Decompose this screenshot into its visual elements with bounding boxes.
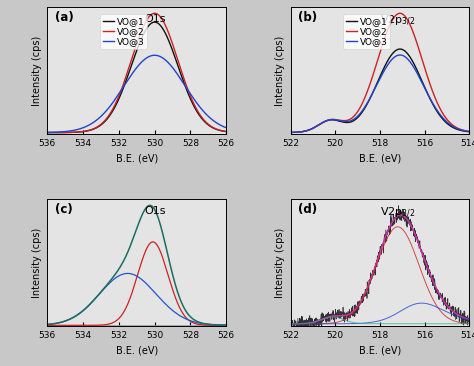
VO@3 <box>466 129 472 134</box>
Text: (c): (c) <box>55 203 73 216</box>
VO@2 <box>119 86 125 90</box>
Text: (a): (a) <box>55 11 73 24</box>
VO@1 <box>466 130 472 134</box>
X-axis label: B.E. (eV): B.E. (eV) <box>359 153 401 163</box>
VO@2 <box>115 97 120 102</box>
Y-axis label: Intensity (cps): Intensity (cps) <box>32 36 42 106</box>
VO@1 <box>88 128 93 132</box>
X-axis label: B.E. (eV): B.E. (eV) <box>116 345 158 355</box>
VO@2 <box>152 11 157 15</box>
X-axis label: B.E. (eV): B.E. (eV) <box>116 153 158 163</box>
Y-axis label: Intensity (cps): Intensity (cps) <box>32 227 42 298</box>
VO@1 <box>288 130 293 135</box>
VO@2 <box>312 125 318 129</box>
VO@3 <box>312 125 318 129</box>
VO@2 <box>456 126 461 131</box>
VO@1 <box>45 130 50 135</box>
Y-axis label: Intensity (cps): Intensity (cps) <box>275 36 285 106</box>
VO@1 <box>312 125 318 129</box>
VO@2 <box>363 94 368 99</box>
VO@2 <box>331 117 337 122</box>
VO@3 <box>456 127 461 131</box>
VO@3 <box>109 101 115 106</box>
VO@3 <box>152 53 157 57</box>
VO@1 <box>212 127 218 131</box>
Line: VO@3: VO@3 <box>47 55 226 132</box>
VO@3 <box>45 130 50 135</box>
Line: VO@2: VO@2 <box>291 13 469 132</box>
VO@1 <box>115 100 120 104</box>
Text: O1s: O1s <box>144 206 165 216</box>
VO@2 <box>45 130 50 135</box>
Text: (d): (d) <box>298 203 317 216</box>
VO@1 <box>152 20 157 24</box>
VO@3 <box>397 53 403 57</box>
VO@2 <box>69 130 75 135</box>
VO@3 <box>288 130 293 135</box>
VO@2 <box>352 113 358 117</box>
VO@1 <box>69 130 75 135</box>
VO@2 <box>288 130 293 135</box>
VO@2 <box>223 129 229 134</box>
VO@2 <box>358 105 364 109</box>
X-axis label: B.E. (eV): B.E. (eV) <box>359 345 401 355</box>
VO@3 <box>352 116 358 120</box>
VO@1 <box>352 117 358 122</box>
Text: (b): (b) <box>298 11 317 24</box>
VO@3 <box>69 128 75 133</box>
Line: VO@2: VO@2 <box>47 13 226 132</box>
VO@1 <box>363 105 368 109</box>
VO@1 <box>397 47 403 51</box>
VO@1 <box>456 127 461 132</box>
VO@3 <box>212 120 218 124</box>
VO@2 <box>212 126 218 131</box>
VO@3 <box>115 94 120 98</box>
Line: VO@1: VO@1 <box>47 22 226 132</box>
Text: O1s: O1s <box>144 14 165 24</box>
VO@3 <box>331 117 337 122</box>
Line: VO@3: VO@3 <box>291 55 469 132</box>
Legend: VO@1, VO@2, VO@3: VO@1, VO@2, VO@3 <box>100 14 147 49</box>
VO@2 <box>88 128 93 132</box>
VO@1 <box>223 130 229 134</box>
Line: VO@1: VO@1 <box>291 49 469 132</box>
VO@1 <box>109 110 115 114</box>
VO@1 <box>119 89 125 93</box>
Text: V2p$_{3/2}$: V2p$_{3/2}$ <box>380 206 415 220</box>
Text: V2p$_{3/2}$: V2p$_{3/2}$ <box>380 14 415 28</box>
Legend: VO@1, VO@2, VO@3: VO@1, VO@2, VO@3 <box>343 14 390 49</box>
VO@1 <box>358 112 364 116</box>
VO@2 <box>109 108 115 112</box>
VO@3 <box>223 126 229 130</box>
VO@2 <box>466 129 472 134</box>
VO@3 <box>88 122 93 127</box>
VO@3 <box>119 87 125 91</box>
VO@3 <box>358 111 364 115</box>
VO@2 <box>397 11 403 15</box>
Y-axis label: Intensity (cps): Intensity (cps) <box>275 227 285 298</box>
VO@1 <box>331 117 337 122</box>
VO@3 <box>363 104 368 109</box>
